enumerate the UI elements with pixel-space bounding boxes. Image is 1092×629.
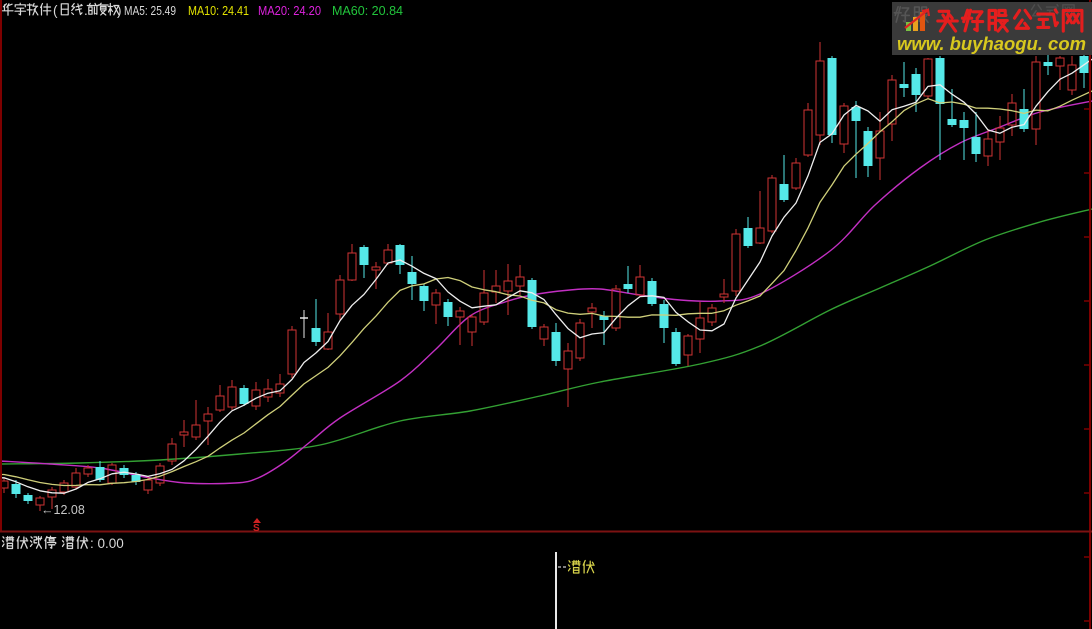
svg-text:: 0.00: : 0.00 <box>90 536 124 551</box>
svg-text:MA60: 20.84: MA60: 20.84 <box>332 3 403 18</box>
svg-text:MA5: 25.49: MA5: 25.49 <box>124 3 176 18</box>
svg-text:MA10: 24.41: MA10: 24.41 <box>188 3 249 18</box>
svg-text:←12.08: ←12.08 <box>41 503 85 517</box>
svg-text:www. buyhaogu. com: www. buyhaogu. com <box>897 34 1086 54</box>
svg-text:.: . <box>84 3 88 18</box>
svg-text:S: S <box>253 523 260 534</box>
svg-text:): ) <box>117 3 122 18</box>
svg-text:MA20: 24.20: MA20: 24.20 <box>258 3 321 18</box>
svg-text:(: ( <box>53 3 58 18</box>
